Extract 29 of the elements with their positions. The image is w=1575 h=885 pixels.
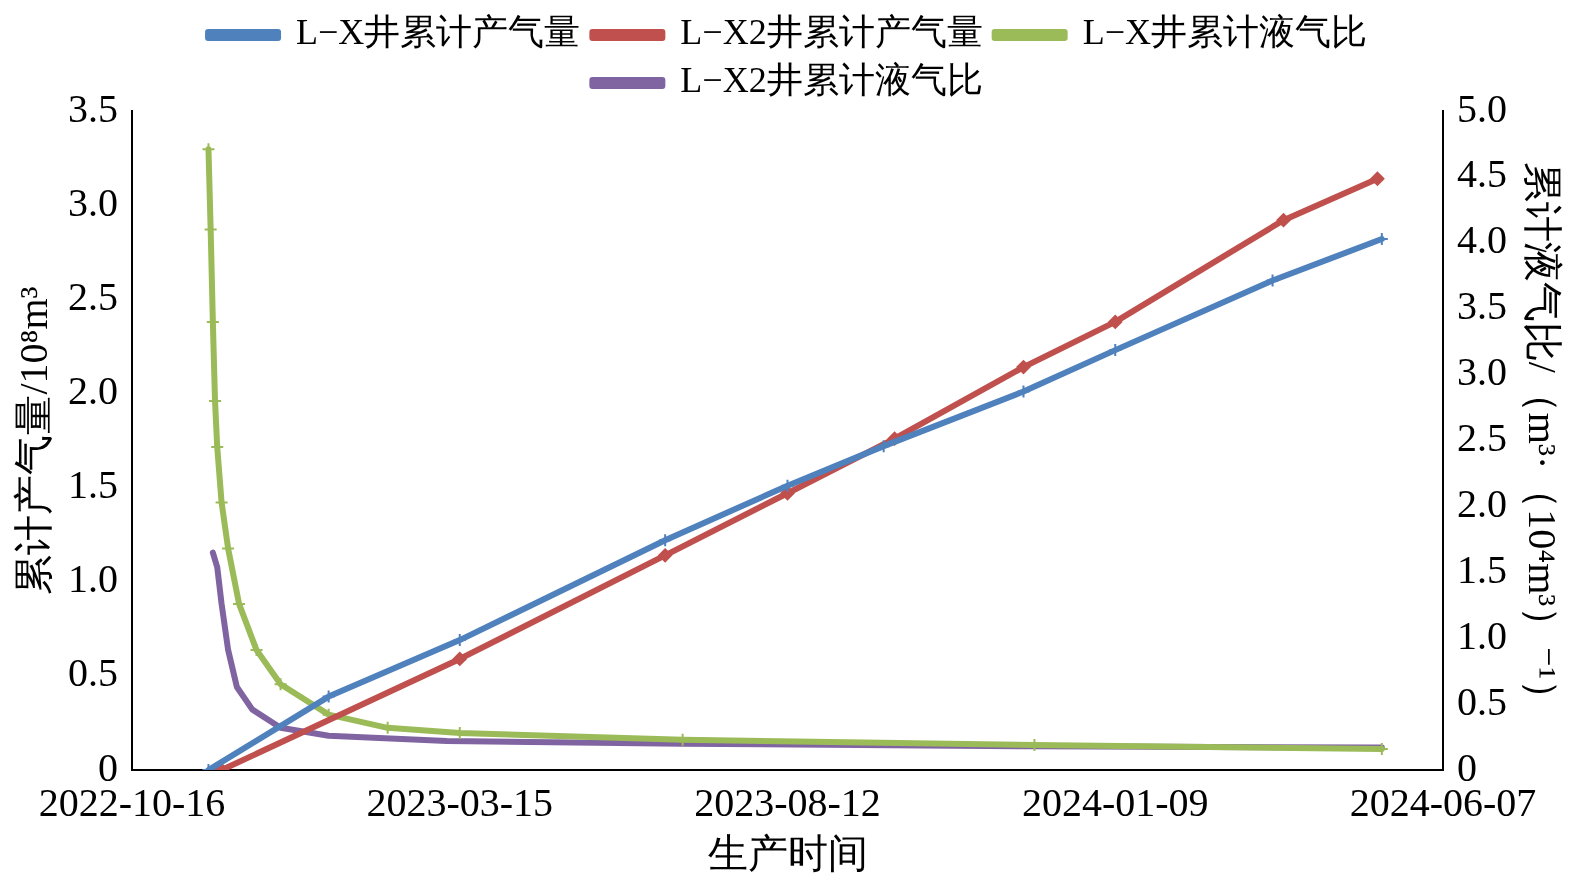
y-tick-label: 1.5 xyxy=(68,462,118,508)
y-tick-label: 3.0 xyxy=(68,179,118,225)
y2-tick-label: 5.0 xyxy=(1457,85,1507,131)
legend-label: L−X2井累计液气比 xyxy=(680,60,983,101)
legend-label: L−X井累计产气量 xyxy=(296,12,581,53)
y2-tick-label: 2.5 xyxy=(1457,415,1507,460)
y2-tick-label: 3.5 xyxy=(1457,283,1507,329)
legend-label: L−X井累计液气比 xyxy=(1082,12,1367,53)
y-tick-label: 0 xyxy=(98,744,118,790)
y-tick-label: 2.5 xyxy=(68,273,118,319)
x-tick-label: 2023-08-12 xyxy=(694,779,881,825)
y-tick-label: 1.0 xyxy=(68,556,118,602)
x-tick-label: 2024-01-09 xyxy=(1021,779,1209,825)
y2-axis-title: 累计液气比/（m³·（10⁴m³）⁻¹） xyxy=(1519,161,1565,720)
y-tick-label: 0.5 xyxy=(68,650,118,696)
y2-tick-label: 1.0 xyxy=(1457,612,1507,658)
y2-tick-label: 0.5 xyxy=(1457,678,1507,724)
x-axis-title: 生产时间 xyxy=(707,830,868,876)
y2-tick-label: 0 xyxy=(1457,744,1477,790)
y-tick-label: 3.5 xyxy=(68,85,118,131)
y2-tick-label: 4.5 xyxy=(1457,151,1507,197)
x-tick-label: 2023-03-15 xyxy=(366,779,554,825)
y-axis-title: 累计产气量/10⁸m³ xyxy=(10,286,56,595)
y2-tick-label: 4.0 xyxy=(1457,217,1507,263)
y-tick-label: 2.0 xyxy=(68,367,118,413)
y2-tick-label: 2.0 xyxy=(1457,480,1507,526)
y2-tick-label: 3.0 xyxy=(1457,349,1507,395)
legend-label: L−X2井累计产气量 xyxy=(680,12,983,53)
y2-tick-label: 1.5 xyxy=(1457,546,1507,592)
